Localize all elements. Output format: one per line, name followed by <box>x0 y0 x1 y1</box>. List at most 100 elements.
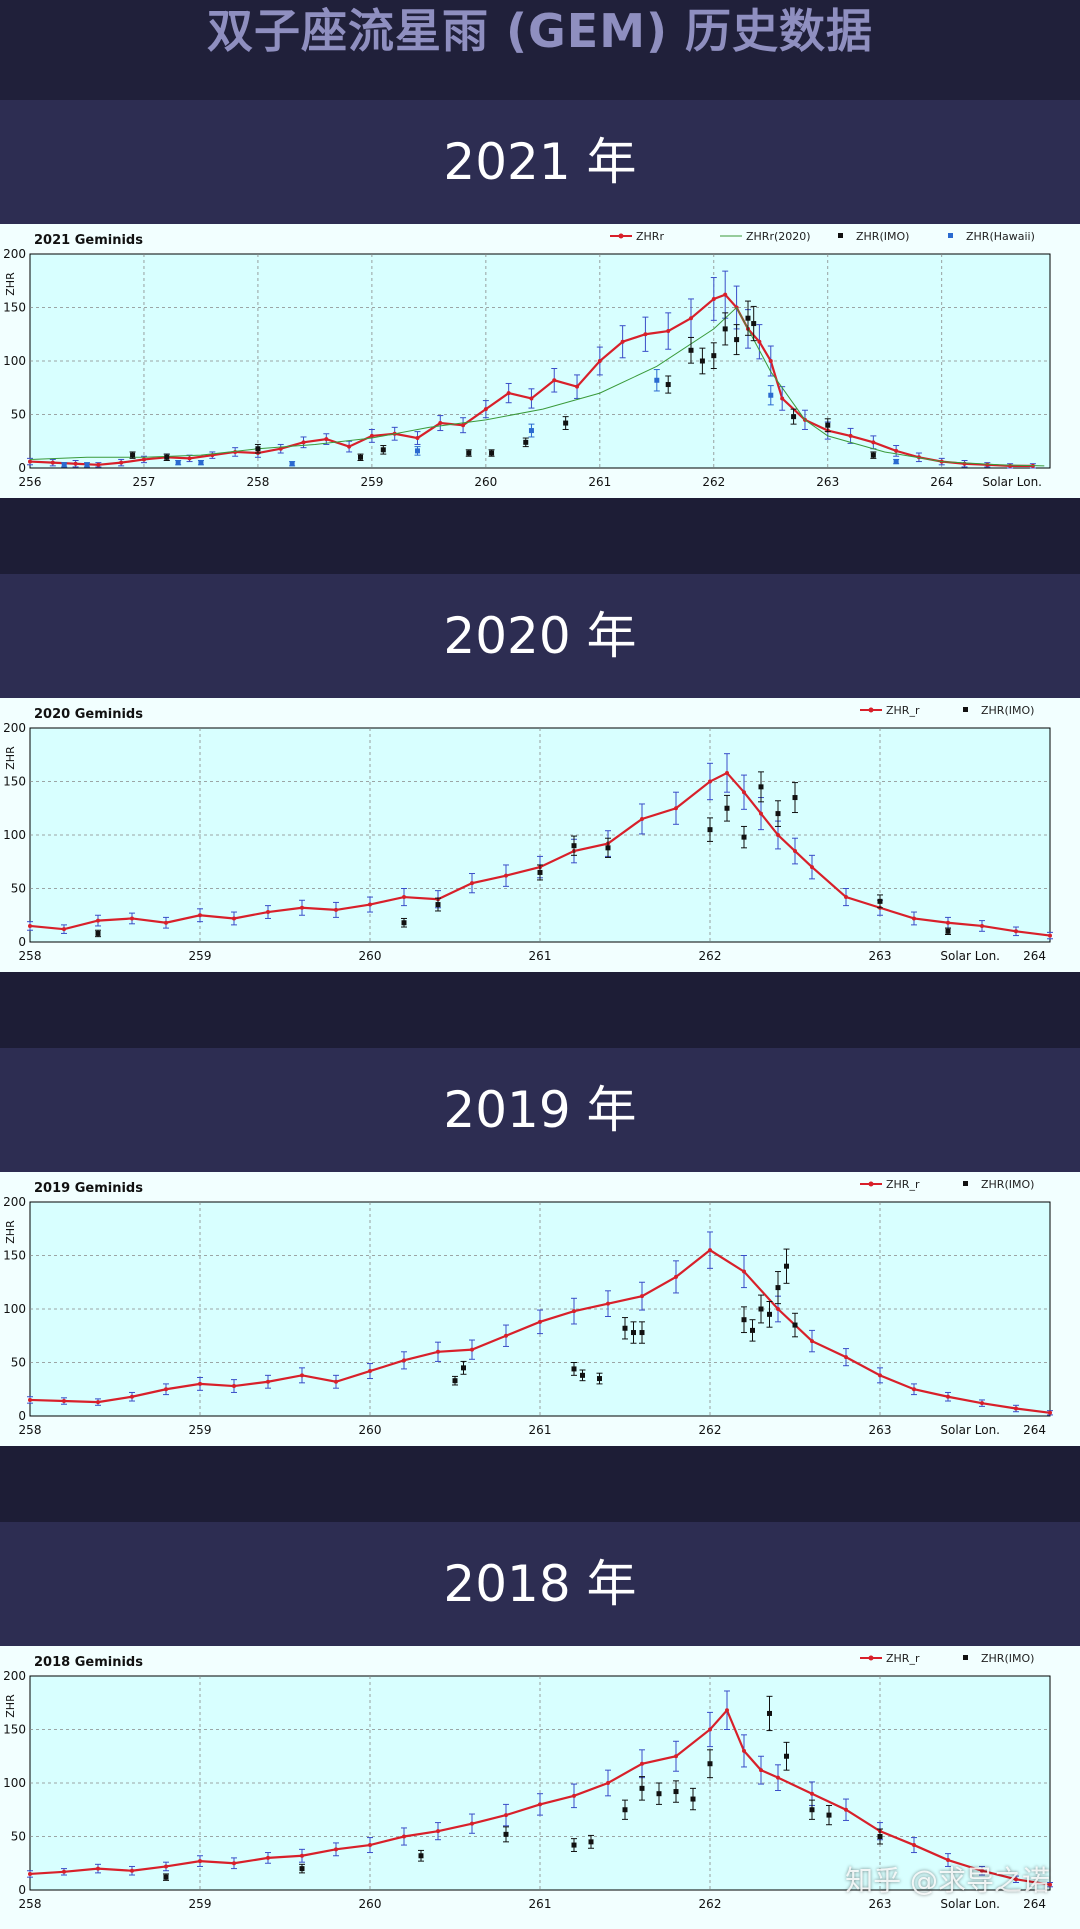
data-point <box>414 448 420 454</box>
legend: ZHRr ZHRr(2020) ZHR(IMO) ZHR(Hawaii) <box>610 230 1035 243</box>
section-gap <box>0 972 1080 1048</box>
year-header-2020: 2020 年 <box>0 574 1080 698</box>
data-point <box>452 1378 458 1384</box>
legend-swatch <box>963 1655 968 1660</box>
legend: ZHR_r ZHR(IMO) <box>860 1178 1034 1191</box>
chart-panel-2021: 0 50 100 150 200 256 257 258 259 260 261 262 263 264 S… <box>0 224 1080 498</box>
data-point <box>436 1349 440 1354</box>
data-point <box>334 1379 338 1384</box>
x-axis-label: Solar Lon. <box>940 1423 1000 1437</box>
chart-2018: 0 50 100 150 200 258 259 260 261 262 263 264 Solar L… <box>3 1652 1053 1911</box>
data-point <box>776 1775 780 1780</box>
data-point <box>368 1369 372 1374</box>
x-tick-label: 263 <box>869 949 892 963</box>
chart-2019: 0 50 100 150 200 258 259 260 261 262 263 264 Solar L… <box>3 1178 1053 1437</box>
series-zhr-r <box>27 1231 1053 1416</box>
data-point <box>334 907 338 912</box>
data-point <box>759 811 763 816</box>
data-point <box>119 460 124 465</box>
data-point <box>640 816 644 821</box>
data-point <box>28 923 32 928</box>
y-tick-label: 200 <box>3 247 26 261</box>
x-tick-label: 264 <box>1023 949 1046 963</box>
data-point <box>791 414 797 420</box>
data-point <box>809 1807 815 1813</box>
data-point <box>1008 463 1013 468</box>
data-point <box>198 460 204 466</box>
data-point <box>912 1387 916 1392</box>
y-tick-label: 100 <box>3 1302 26 1316</box>
chart-title: 2021 Geminids <box>34 233 143 248</box>
data-point <box>725 770 729 775</box>
x-tick-label: 263 <box>816 475 839 489</box>
data-point <box>358 454 364 460</box>
data-point <box>461 1365 466 1371</box>
data-point <box>707 1761 713 1767</box>
y-tick-label: 50 <box>11 1830 26 1844</box>
data-point <box>504 1813 508 1818</box>
x-tick-label: 258 <box>19 949 42 963</box>
chart-panel-2020: 0 50 100 150 200 258 259 260 261 262 263 264 Solar L… <box>0 698 1080 972</box>
data-point <box>266 910 270 915</box>
data-point <box>347 444 352 449</box>
data-point <box>708 1727 712 1732</box>
data-point <box>768 359 773 363</box>
data-point <box>415 436 420 441</box>
data-point <box>640 1294 644 1299</box>
data-point <box>741 1317 747 1323</box>
data-point <box>28 459 32 464</box>
data-point <box>563 420 569 426</box>
x-tick-label: 263 <box>869 1423 892 1437</box>
data-point <box>163 1874 169 1880</box>
legend-label: ZHRr(2020) <box>746 230 811 243</box>
data-point <box>606 1781 610 1785</box>
legend-label: ZHR(IMO) <box>981 1178 1034 1191</box>
x-tick-label: 257 <box>133 475 156 489</box>
data-point <box>130 916 134 921</box>
data-point <box>96 462 101 467</box>
data-point <box>1048 1410 1052 1415</box>
data-point <box>912 916 916 921</box>
x-tick-label: 262 <box>699 1423 722 1437</box>
data-point <box>73 461 78 466</box>
data-point <box>776 833 780 837</box>
data-point <box>232 1384 236 1389</box>
data-point <box>62 1399 66 1404</box>
legend-marker <box>868 1181 874 1187</box>
y-axis-label: ZHR <box>4 272 17 296</box>
chart-panel-2018: 0 50 100 150 200 258 259 260 261 262 263 264 Solar L… <box>0 1646 1080 1929</box>
data-point <box>164 1864 168 1869</box>
year-header-2021: 2021 年 <box>0 100 1080 224</box>
x-tick-label: 259 <box>189 949 212 963</box>
data-point <box>742 790 746 795</box>
y-tick-label: 0 <box>18 1409 26 1423</box>
data-point <box>665 382 671 388</box>
data-point <box>1014 929 1018 934</box>
data-point <box>571 843 577 849</box>
x-tick-label: 260 <box>359 1423 382 1437</box>
x-tick-label: 262 <box>699 1897 722 1911</box>
data-point <box>96 918 100 923</box>
y-tick-label: 150 <box>3 301 26 315</box>
data-point <box>792 1322 798 1328</box>
series-zhr-imo- <box>129 300 877 462</box>
x-axis-label: Solar Lon. <box>940 949 1000 963</box>
data-point <box>844 1355 848 1360</box>
data-point <box>912 1843 916 1848</box>
series-line <box>29 306 1045 467</box>
legend-label: ZHR(IMO) <box>856 230 909 243</box>
y-tick-label: 0 <box>18 935 26 949</box>
legend-swatch <box>838 233 843 238</box>
data-point <box>708 779 712 784</box>
data-point <box>504 1333 508 1338</box>
data-point <box>28 1871 32 1876</box>
data-point <box>877 1834 883 1839</box>
data-point <box>572 1793 576 1798</box>
x-tick-label: 261 <box>529 949 552 963</box>
year-header-2019: 2019 年 <box>0 1048 1080 1172</box>
data-point <box>575 384 580 389</box>
series-line <box>29 293 1033 467</box>
data-point <box>198 1859 202 1864</box>
data-point <box>826 1812 832 1818</box>
x-tick-label: 260 <box>359 949 382 963</box>
